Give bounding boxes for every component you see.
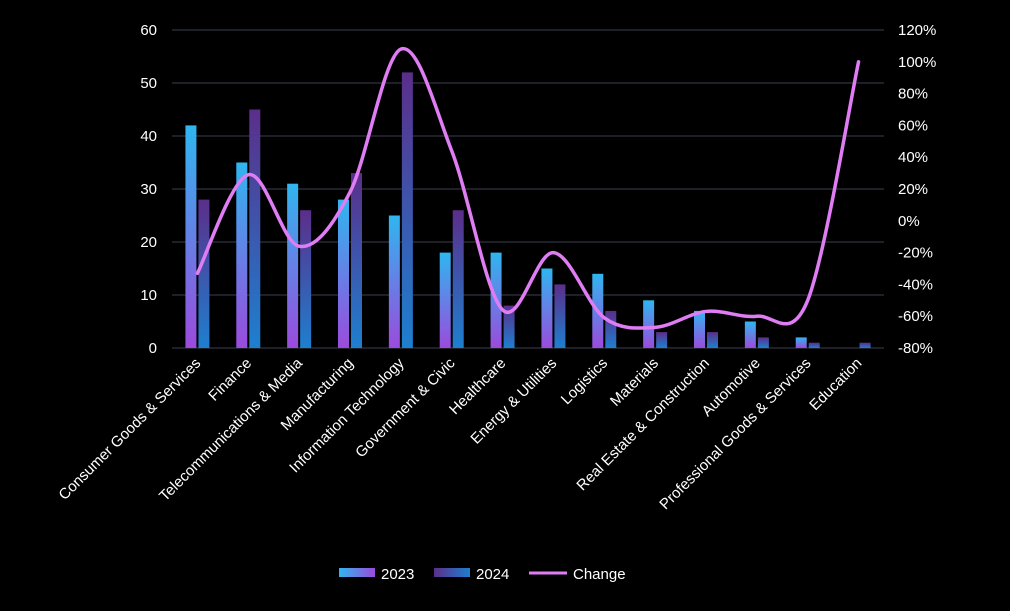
bar-2024 [554, 284, 566, 348]
left-tick-label: 0 [149, 340, 157, 357]
left-tick-label: 20 [140, 234, 157, 251]
bar-2024 [859, 342, 871, 348]
legend-swatch-2024 [434, 568, 470, 577]
bar-2023 [643, 300, 655, 348]
bar-2023 [795, 337, 807, 348]
legend-swatch-2023 [339, 568, 375, 577]
category-axis: Consumer Goods & Services FinanceTelecomm… [55, 354, 865, 513]
bar-2024 [757, 337, 769, 348]
bar-2024 [300, 210, 312, 348]
category-label: Government & Civic [352, 354, 459, 461]
bar-2024 [351, 173, 362, 348]
gridlines [172, 29, 884, 349]
bar-2023 [236, 162, 248, 348]
right-tick-label: -40% [898, 276, 933, 293]
bar-2023 [338, 199, 349, 348]
bar-2023 [744, 321, 756, 348]
bar-2024 [452, 210, 464, 348]
category-label: Education [806, 355, 865, 414]
left-axis: 0 10 20 30 40 50 60 [140, 22, 157, 357]
legend: 2023 2024 Change [339, 566, 626, 583]
right-tick-label: -80% [898, 340, 933, 357]
right-tick-label: -20% [898, 245, 933, 262]
legend-label-2023: 2023 [381, 566, 414, 583]
right-tick-label: 100% [898, 54, 936, 71]
bar-2023 [287, 183, 299, 348]
bar-2023 [388, 215, 400, 348]
right-tick-label: 40% [898, 149, 928, 166]
right-tick-label: 60% [898, 117, 928, 134]
bar-2023 [541, 268, 553, 348]
category-label: Finance [205, 355, 255, 405]
bar-2024 [605, 310, 617, 348]
right-tick-label: 0% [898, 213, 920, 230]
left-tick-label: 10 [140, 287, 157, 304]
left-tick-label: 30 [140, 181, 157, 198]
bar-2024 [503, 305, 515, 348]
bar-2024 [808, 342, 820, 348]
legend-label-2024: 2024 [476, 566, 509, 583]
left-tick-label: 60 [140, 22, 157, 39]
category-label: Energy & Utilities [467, 355, 560, 448]
change-line-layer [195, 47, 861, 330]
bar-2024 [656, 332, 668, 348]
bar-2024 [249, 109, 261, 348]
bar-2023 [185, 125, 197, 349]
change-line [195, 47, 861, 330]
legend-label-change: Change [573, 566, 626, 583]
bar-2024 [707, 332, 718, 348]
left-tick-label: 50 [140, 75, 157, 92]
bars [185, 72, 871, 349]
right-tick-label: 80% [898, 86, 928, 103]
right-tick-label: 120% [898, 22, 936, 39]
right-tick-label: -60% [898, 308, 933, 325]
bar-2024 [401, 72, 413, 349]
bar-2023 [439, 252, 451, 348]
bar-2024 [198, 199, 210, 348]
right-axis: -80% -60% -40% -20% 0% 20% 40% 60% 80% 100% 120% [898, 22, 936, 357]
category-label: Logistics [558, 355, 611, 408]
right-tick-label: 20% [898, 181, 928, 198]
left-tick-label: 40 [140, 128, 157, 145]
bar-2023 [694, 310, 705, 348]
